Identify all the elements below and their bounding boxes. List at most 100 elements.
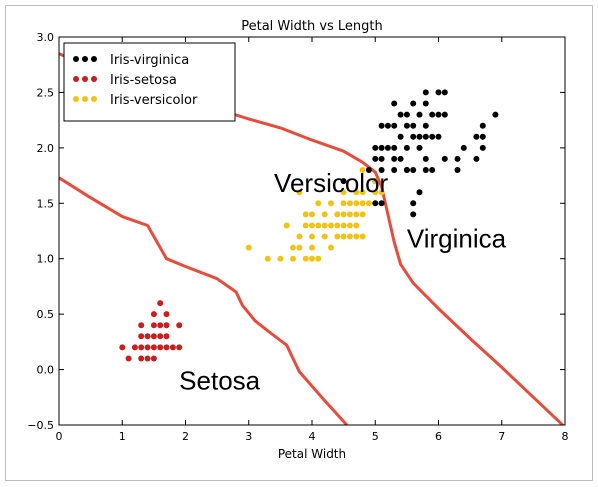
point-iris-virginica xyxy=(479,144,486,151)
point-iris-setosa xyxy=(176,344,183,351)
point-iris-virginica xyxy=(416,189,423,196)
point-iris-versicolor xyxy=(334,233,341,240)
point-iris-versicolor xyxy=(359,189,366,196)
point-iris-setosa xyxy=(157,344,164,351)
point-iris-setosa xyxy=(150,333,157,340)
point-iris-virginica xyxy=(416,144,423,151)
point-iris-versicolor xyxy=(315,222,322,229)
legend-marker xyxy=(91,56,97,62)
point-iris-versicolor xyxy=(321,222,328,229)
point-iris-virginica xyxy=(372,200,379,207)
chart-title: Petal Width vs Length xyxy=(241,19,383,34)
point-iris-virginica xyxy=(429,167,436,173)
point-iris-setosa xyxy=(119,344,126,351)
point-iris-virginica xyxy=(422,133,429,140)
point-iris-setosa xyxy=(157,333,164,340)
point-iris-versicolor xyxy=(359,167,366,173)
point-iris-versicolor xyxy=(277,255,284,262)
point-iris-versicolor xyxy=(340,200,347,207)
point-iris-setosa xyxy=(138,355,145,362)
point-iris-setosa xyxy=(138,322,145,329)
point-iris-versicolor xyxy=(340,222,347,229)
point-iris-setosa xyxy=(144,355,151,362)
point-iris-virginica xyxy=(473,155,480,162)
point-iris-virginica xyxy=(372,144,379,151)
y-tick-label: 2.0 xyxy=(37,142,55,155)
x-tick-label: 5 xyxy=(372,430,379,443)
point-iris-virginica xyxy=(492,111,499,118)
point-iris-virginica xyxy=(391,100,398,107)
point-iris-versicolor xyxy=(359,200,366,207)
point-iris-setosa xyxy=(150,322,157,329)
point-iris-setosa xyxy=(169,344,176,351)
point-iris-versicolor xyxy=(315,200,322,207)
point-iris-versicolor xyxy=(372,178,379,185)
point-iris-versicolor xyxy=(334,222,341,229)
point-iris-virginica xyxy=(422,89,429,96)
point-iris-virginica xyxy=(441,155,448,162)
point-iris-virginica xyxy=(416,111,423,118)
x-tick-label: 2 xyxy=(182,430,189,443)
point-iris-versicolor xyxy=(346,222,353,229)
point-iris-versicolor xyxy=(296,244,303,251)
point-iris-virginica xyxy=(403,144,410,151)
point-iris-virginica xyxy=(454,155,461,162)
point-iris-virginica xyxy=(454,167,461,173)
point-iris-versicolor xyxy=(328,222,334,229)
point-iris-virginica xyxy=(403,122,410,129)
y-tick-label: 0.5 xyxy=(37,308,55,321)
legend-marker xyxy=(82,56,88,62)
point-iris-versicolor xyxy=(315,255,322,262)
point-iris-versicolor xyxy=(346,211,353,218)
point-iris-virginica xyxy=(378,167,385,173)
point-iris-versicolor xyxy=(290,255,296,262)
point-iris-setosa xyxy=(144,344,151,351)
point-iris-versicolor xyxy=(346,233,353,240)
point-iris-versicolor xyxy=(309,233,315,240)
scatter-chart: Petal Width vs Length 0 1 2 3 4 5 6 7 8 −0.5 0.0 0.… xyxy=(27,19,568,461)
chart-frame: Petal Width vs Length 0 1 2 3 4 5 6 7 8 −0.5 0.0 0.… xyxy=(5,5,593,481)
point-iris-versicolor xyxy=(283,222,290,229)
point-iris-versicolor xyxy=(309,255,315,262)
point-iris-versicolor xyxy=(359,211,366,218)
point-iris-setosa xyxy=(163,311,170,318)
point-iris-virginica xyxy=(435,133,442,140)
point-iris-versicolor xyxy=(296,189,303,196)
point-iris-virginica xyxy=(378,122,385,129)
point-iris-virginica xyxy=(435,89,442,96)
point-iris-virginica xyxy=(441,89,448,96)
legend-marker xyxy=(73,76,79,82)
y-tick-label: 0.0 xyxy=(37,364,55,377)
legend-label: Iris-versicolor xyxy=(110,93,198,108)
point-iris-virginica xyxy=(435,111,442,118)
point-iris-virginica xyxy=(378,144,385,151)
point-iris-versicolor xyxy=(296,233,303,240)
point-iris-versicolor xyxy=(365,200,372,207)
point-iris-virginica xyxy=(397,155,404,162)
y-tick-label: 3.0 xyxy=(37,31,55,44)
point-iris-versicolor xyxy=(353,233,360,240)
point-iris-versicolor xyxy=(340,189,347,196)
legend-marker xyxy=(73,56,79,62)
point-iris-virginica xyxy=(429,111,436,118)
point-iris-versicolor xyxy=(353,211,360,218)
point-iris-virginica xyxy=(479,133,486,140)
point-iris-virginica xyxy=(391,167,398,173)
point-iris-setosa xyxy=(150,355,157,362)
legend-marker xyxy=(82,96,88,102)
point-iris-virginica xyxy=(365,167,372,173)
region-label-setosa: Setosa xyxy=(179,366,260,396)
point-iris-virginica xyxy=(384,144,391,151)
y-tick-label: 1.5 xyxy=(37,197,55,210)
point-iris-virginica xyxy=(422,167,429,173)
point-iris-virginica xyxy=(410,100,417,107)
point-iris-virginica xyxy=(403,167,410,173)
legend-marker xyxy=(91,76,97,82)
x-tick-label: 0 xyxy=(56,430,63,443)
point-iris-virginica xyxy=(473,133,480,140)
point-iris-setosa xyxy=(157,322,164,329)
point-iris-versicolor xyxy=(359,233,366,240)
y-tick-label: 2.5 xyxy=(37,86,55,99)
x-axis-title: Petal Width xyxy=(278,447,346,461)
point-iris-setosa xyxy=(150,311,157,318)
